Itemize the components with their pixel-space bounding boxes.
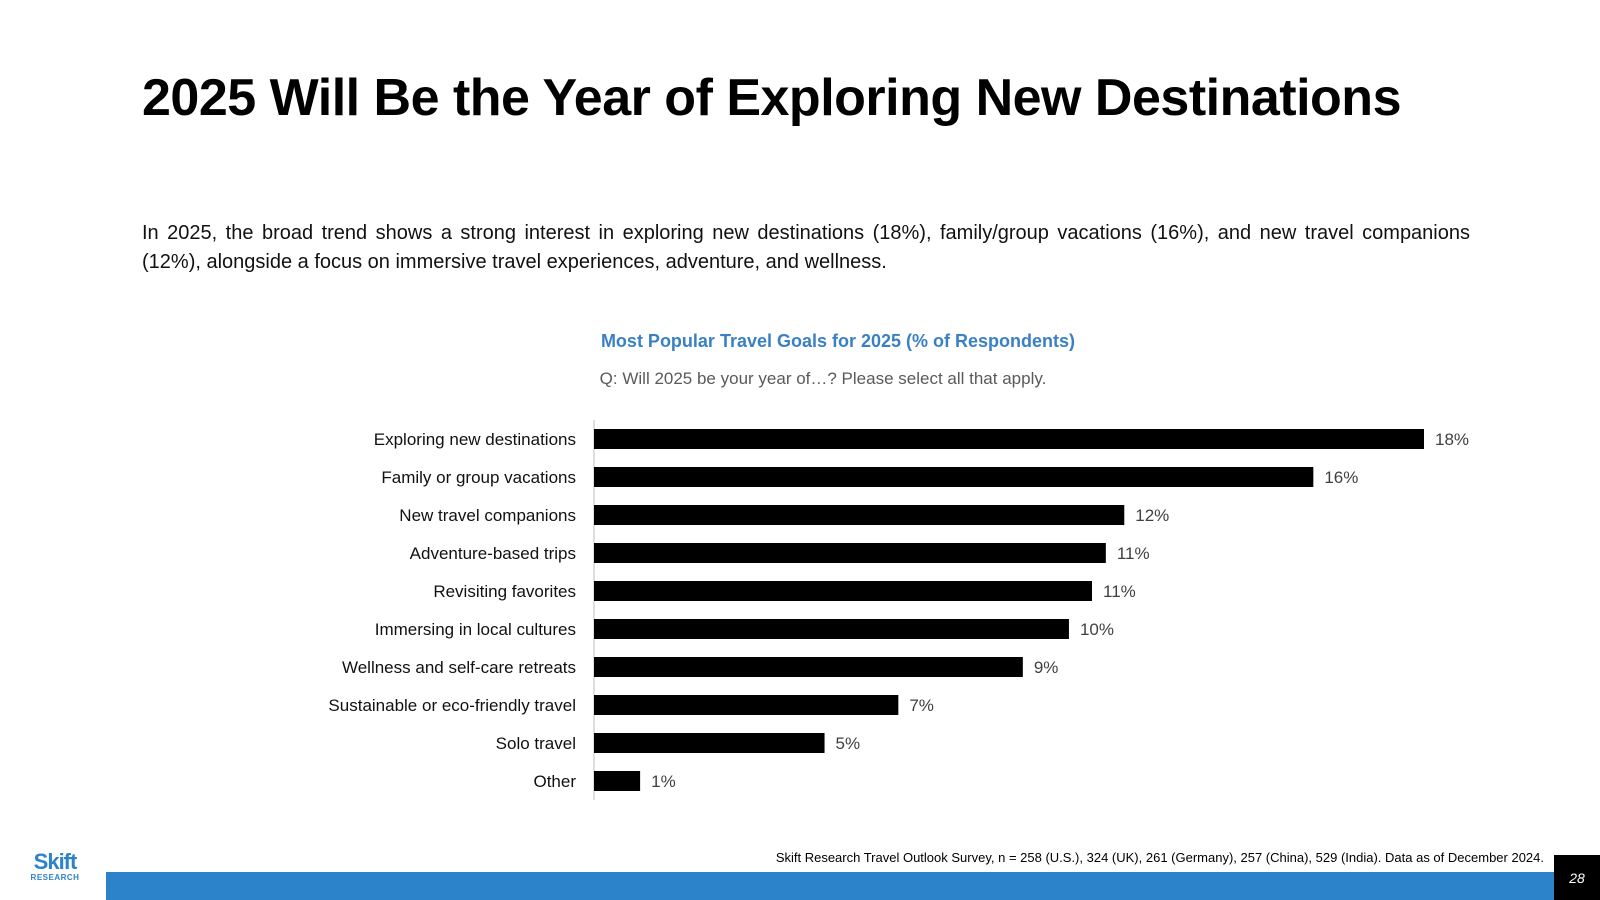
data-label: 18%: [1435, 430, 1469, 449]
data-label: 9%: [1034, 658, 1059, 677]
bar: [594, 695, 899, 715]
data-label: 11%: [1103, 582, 1136, 601]
bar: [594, 619, 1069, 639]
data-label: 11%: [1117, 544, 1150, 563]
category-label: Solo travel: [496, 734, 576, 753]
category-label: Wellness and self-care retreats: [342, 658, 576, 677]
bar: [594, 733, 825, 753]
skift-logo: Skift RESEARCH: [22, 851, 88, 882]
footer-bar: [106, 872, 1554, 900]
bar: [594, 581, 1092, 601]
data-label: 12%: [1135, 506, 1169, 525]
logo-word: Skift: [33, 849, 78, 874]
category-label: Revisiting favorites: [433, 582, 576, 601]
intro-paragraph: In 2025, the broad trend shows a strong …: [142, 222, 1470, 273]
logo-sub: RESEARCH: [30, 873, 80, 882]
chart-subtitle: Q: Will 2025 be your year of…? Please se…: [599, 369, 1047, 388]
data-label: 7%: [909, 696, 934, 715]
bar: [594, 505, 1125, 525]
data-label: 16%: [1324, 468, 1358, 487]
chart-title: Most Popular Travel Goals for 2025 (% of…: [600, 331, 1076, 351]
page-number: 28: [1554, 855, 1600, 900]
bar: [594, 657, 1023, 677]
category-label: Exploring new destinations: [374, 430, 576, 449]
page-title: 2025 Will Be the Year of Exploring New D…: [142, 69, 1402, 127]
bar: [594, 771, 641, 791]
source-note: Skift Research Travel Outlook Survey, n …: [775, 850, 1544, 865]
data-label: 5%: [836, 734, 861, 753]
data-label: 10%: [1080, 620, 1114, 639]
category-label: Adventure-based trips: [410, 544, 576, 563]
bar: [594, 429, 1424, 449]
category-label: Family or group vacations: [381, 468, 576, 487]
bar: [594, 543, 1106, 563]
bar: [594, 467, 1314, 487]
category-label: Other: [533, 772, 576, 791]
category-label: New travel companions: [399, 506, 576, 525]
category-label: Sustainable or eco-friendly travel: [328, 696, 576, 715]
data-label: 1%: [651, 772, 676, 791]
category-label: Immersing in local cultures: [375, 620, 576, 639]
